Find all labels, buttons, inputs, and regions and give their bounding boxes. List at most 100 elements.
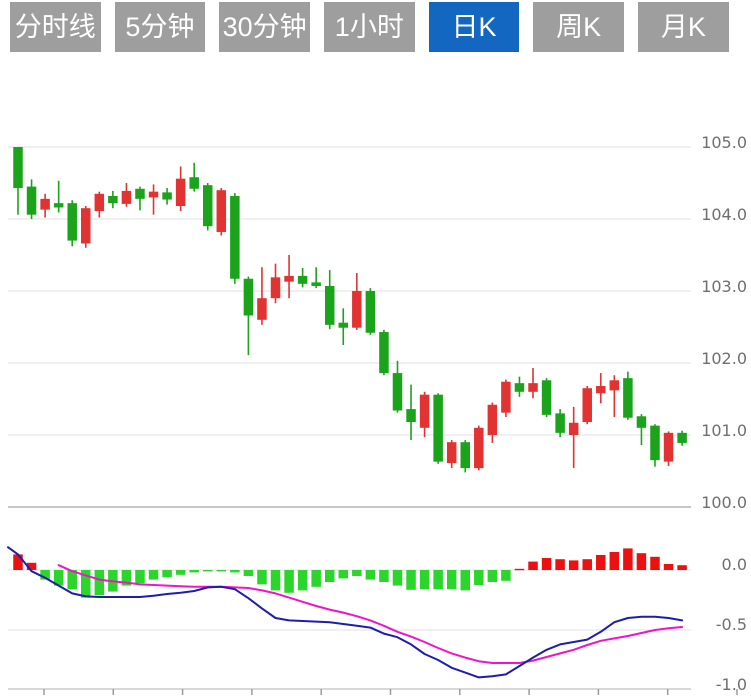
- candle-up: [487, 404, 498, 435]
- axis-tick-label: 103.0: [701, 277, 747, 296]
- candle-up: [121, 190, 132, 204]
- macd-bar-up: [650, 556, 660, 570]
- macd-bar-down: [189, 570, 199, 573]
- macd-bar-down: [81, 570, 91, 598]
- macd-bar-down: [501, 570, 511, 581]
- axis-tick-label: -1.0: [716, 675, 747, 694]
- macd-bar-up: [663, 564, 674, 570]
- candle-down: [623, 378, 633, 418]
- candle-up: [216, 190, 227, 232]
- macd-bar-down: [121, 570, 132, 586]
- candle-down: [13, 147, 23, 189]
- macd-bar-down: [460, 570, 470, 591]
- candle-up: [568, 422, 579, 435]
- macd-bar-down: [94, 570, 105, 596]
- axis-tick-label: -0.5: [716, 615, 747, 634]
- macd-bar-up: [677, 565, 687, 570]
- candle-down: [338, 322, 349, 328]
- macd-bar-down: [216, 570, 227, 572]
- candle-up: [501, 381, 511, 413]
- candle-up: [609, 380, 620, 391]
- tab-monthly-k[interactable]: 月K: [638, 2, 729, 52]
- macd-bar-up: [26, 562, 37, 570]
- macd-bar-up: [13, 554, 23, 570]
- price-gridlines: [8, 146, 691, 508]
- macd-bar-down: [487, 570, 498, 582]
- candlestick-series: [13, 147, 687, 473]
- macd-bar-down: [352, 570, 362, 576]
- dea-line: [57, 564, 684, 664]
- macd-bar-down: [406, 570, 416, 590]
- candle-down: [108, 195, 118, 204]
- tab-timeline[interactable]: 分时线: [10, 2, 101, 52]
- candle-down: [392, 373, 403, 411]
- tab-weekly-k[interactable]: 周K: [533, 2, 624, 52]
- candle-down: [650, 425, 660, 461]
- candle-down: [365, 291, 376, 333]
- candle-up: [596, 386, 606, 394]
- candle-down: [26, 186, 37, 215]
- candle-down: [243, 278, 254, 316]
- candle-down: [379, 332, 389, 374]
- macd-bar-down: [297, 570, 308, 591]
- macd-bar-up: [609, 552, 620, 570]
- candle-down: [324, 285, 335, 325]
- macd-bar-down: [379, 570, 389, 582]
- axis-tick-label: 102.0: [701, 349, 747, 368]
- candle-up: [40, 198, 50, 210]
- tab-daily-k[interactable]: 日K: [428, 2, 520, 52]
- candle-up: [94, 193, 105, 212]
- candle-down: [460, 442, 470, 469]
- candle-up: [446, 442, 457, 464]
- price-axis-labels: 105.0 104.0 103.0 102.0 101.0 100.0: [701, 133, 747, 512]
- candle-down: [677, 432, 687, 443]
- candle-up: [474, 427, 484, 469]
- macd-bar-down: [474, 570, 484, 585]
- macd-bar-up: [568, 560, 579, 570]
- axis-tick-label: 100.0: [701, 493, 747, 512]
- candle-up: [257, 298, 267, 320]
- candle-down: [433, 394, 443, 462]
- macd-bar-down: [40, 570, 50, 580]
- macd-bar-up: [514, 568, 525, 571]
- tab-30min[interactable]: 30分钟: [219, 2, 310, 52]
- candle-up: [419, 394, 430, 428]
- candle-down: [636, 416, 647, 428]
- macd-bar-down: [148, 570, 159, 580]
- tab-1hour[interactable]: 1小时: [324, 2, 415, 52]
- candle-down: [406, 409, 416, 423]
- macd-bar-up: [636, 553, 647, 570]
- candle-down: [189, 177, 199, 189]
- macd-bar-down: [270, 570, 281, 591]
- candle-up: [81, 208, 91, 244]
- dif-line: [7, 546, 684, 679]
- candle-down: [514, 383, 525, 392]
- macd-bar-down: [311, 570, 321, 587]
- candle-down: [230, 195, 240, 279]
- candle-down: [202, 185, 213, 227]
- macd-bar-up: [528, 561, 538, 570]
- macd-bar-down: [67, 570, 77, 590]
- macd-bar-up: [541, 558, 552, 570]
- candle-up: [148, 191, 159, 198]
- macd-histogram: [13, 548, 687, 598]
- macd-bar-down: [324, 570, 335, 582]
- period-tabbar: 分时线 5分钟 30分钟 1小时 日K 周K 月K: [10, 2, 729, 52]
- axis-tick-label: 101.0: [701, 421, 747, 440]
- axis-tick-label: 105.0: [701, 133, 747, 152]
- macd-bar-up: [596, 555, 606, 570]
- candle-up: [582, 388, 592, 423]
- macd-bar-down: [53, 570, 64, 586]
- macd-bar-down: [338, 570, 349, 579]
- tab-5min[interactable]: 5分钟: [114, 2, 206, 52]
- candle-up: [284, 275, 294, 282]
- macd-bar-down: [162, 570, 172, 578]
- macd-bar-down: [446, 570, 457, 590]
- candle-down: [297, 275, 308, 284]
- macd-bar-down: [433, 570, 443, 590]
- candle-down: [162, 192, 172, 200]
- macd-bar-up: [623, 548, 633, 570]
- macd-bar-down: [202, 570, 213, 572]
